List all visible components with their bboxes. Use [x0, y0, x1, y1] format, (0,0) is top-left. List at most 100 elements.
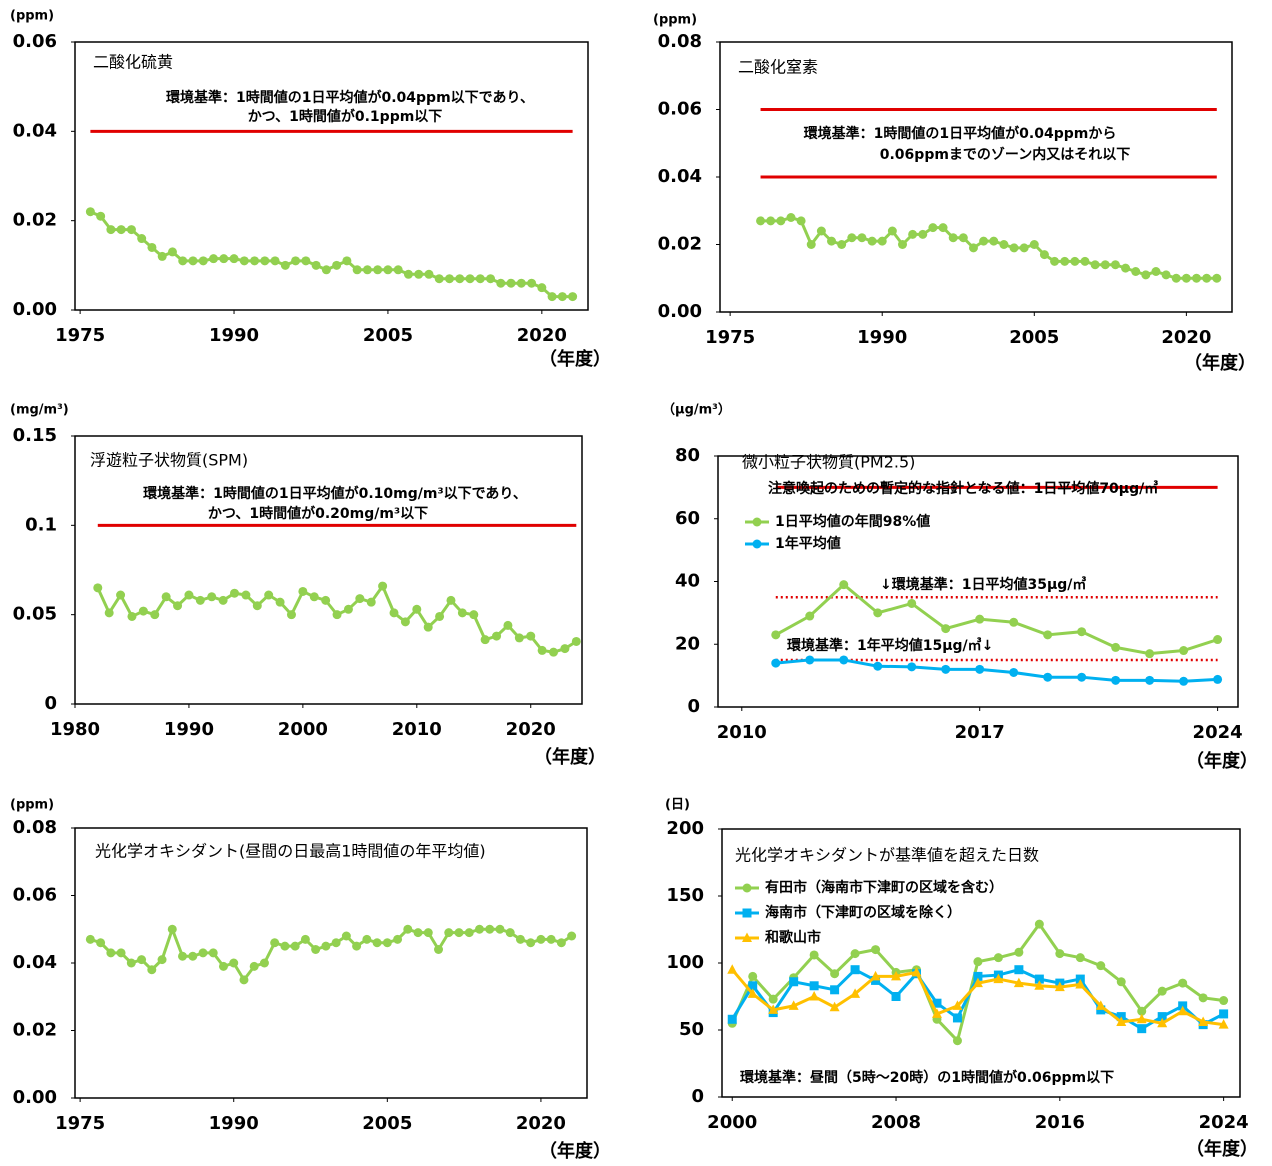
marker — [839, 655, 849, 665]
marker — [527, 278, 537, 288]
marker — [908, 229, 918, 239]
y-tick-label: 0.06 — [658, 99, 702, 120]
marker — [454, 928, 464, 938]
marker — [260, 256, 270, 266]
marker — [1014, 965, 1024, 975]
marker — [434, 274, 444, 284]
y-tick-label: 0.02 — [13, 1020, 57, 1041]
marker — [975, 664, 985, 674]
y-tick-label: 0.05 — [13, 604, 57, 625]
marker — [911, 966, 922, 977]
marker — [1013, 977, 1024, 988]
marker — [280, 260, 290, 270]
marker — [514, 633, 524, 643]
marker — [788, 1000, 799, 1010]
marker — [786, 213, 796, 222]
marker — [789, 977, 799, 987]
marker — [1178, 978, 1188, 988]
marker — [1151, 267, 1161, 276]
marker — [1121, 263, 1131, 273]
x-tick-label: 2008 — [871, 1112, 921, 1133]
marker — [1077, 672, 1087, 682]
marker — [1145, 675, 1155, 685]
legend-marker — [752, 517, 762, 527]
marker — [891, 992, 901, 1001]
marker — [106, 948, 116, 958]
marker — [829, 1001, 840, 1012]
marker — [557, 292, 567, 302]
marker — [837, 240, 847, 249]
y-tick-label: 50 — [679, 1019, 704, 1040]
marker — [455, 274, 465, 284]
marker — [873, 608, 883, 618]
marker — [549, 647, 559, 657]
marker — [195, 595, 205, 605]
y-tick-label: 0.06 — [13, 885, 57, 906]
marker — [1110, 260, 1120, 270]
marker — [373, 265, 383, 275]
marker — [218, 595, 228, 605]
marker — [469, 610, 479, 620]
marker — [871, 975, 881, 985]
marker — [96, 938, 106, 948]
marker — [766, 216, 776, 226]
marker — [280, 941, 290, 951]
marker — [434, 945, 444, 954]
x-tick-label: 1975 — [705, 327, 755, 348]
marker — [393, 934, 403, 944]
marker — [372, 938, 382, 948]
x-tick-label: 2024 — [1193, 722, 1243, 743]
marker — [116, 590, 126, 600]
x-unit: （年度） — [1186, 1138, 1258, 1160]
y-tick-label: 20 — [675, 633, 700, 654]
data-line — [760, 215, 1217, 280]
marker — [486, 274, 496, 284]
marker — [218, 961, 228, 971]
marker — [383, 265, 393, 275]
marker — [331, 938, 341, 948]
marker — [1177, 1005, 1188, 1016]
y-tick-label: 0.00 — [13, 299, 57, 320]
marker — [1009, 667, 1019, 677]
x-unit: （年度） — [539, 348, 611, 370]
marker — [264, 590, 274, 600]
marker — [506, 278, 516, 288]
marker — [1171, 273, 1181, 283]
marker — [300, 934, 310, 944]
y-tick-label: 60 — [675, 508, 700, 529]
marker — [116, 948, 126, 958]
marker — [857, 233, 867, 243]
marker — [571, 636, 581, 646]
marker — [1090, 260, 1100, 270]
marker — [444, 928, 454, 938]
marker — [973, 957, 983, 967]
marker — [931, 1008, 942, 1018]
plot-frame — [74, 827, 588, 1099]
legend-marker — [742, 883, 752, 893]
y-tick-label: 0 — [44, 693, 57, 714]
marker — [321, 941, 331, 951]
marker — [96, 211, 106, 221]
marker — [870, 970, 881, 981]
marker — [230, 588, 240, 598]
marker — [378, 581, 388, 591]
marker — [1095, 1000, 1106, 1010]
data-line — [775, 582, 1219, 656]
y-tick-label: 0.08 — [13, 817, 57, 838]
marker — [727, 964, 738, 974]
y-tick-label: 0.08 — [658, 31, 702, 52]
legend-label: 海南市（下津町の区域を除く） — [765, 904, 961, 921]
marker — [104, 608, 114, 618]
marker — [526, 631, 536, 641]
marker — [756, 216, 766, 226]
x-tick-label: 2010 — [392, 719, 442, 740]
y-unit: (ppm) — [10, 798, 54, 813]
marker — [1136, 1013, 1147, 1024]
marker — [1009, 243, 1019, 253]
marker — [537, 283, 547, 293]
marker — [796, 216, 806, 226]
marker — [157, 251, 167, 261]
marker — [475, 274, 485, 284]
marker — [301, 256, 311, 266]
y-tick-label: 0.1 — [25, 514, 57, 535]
